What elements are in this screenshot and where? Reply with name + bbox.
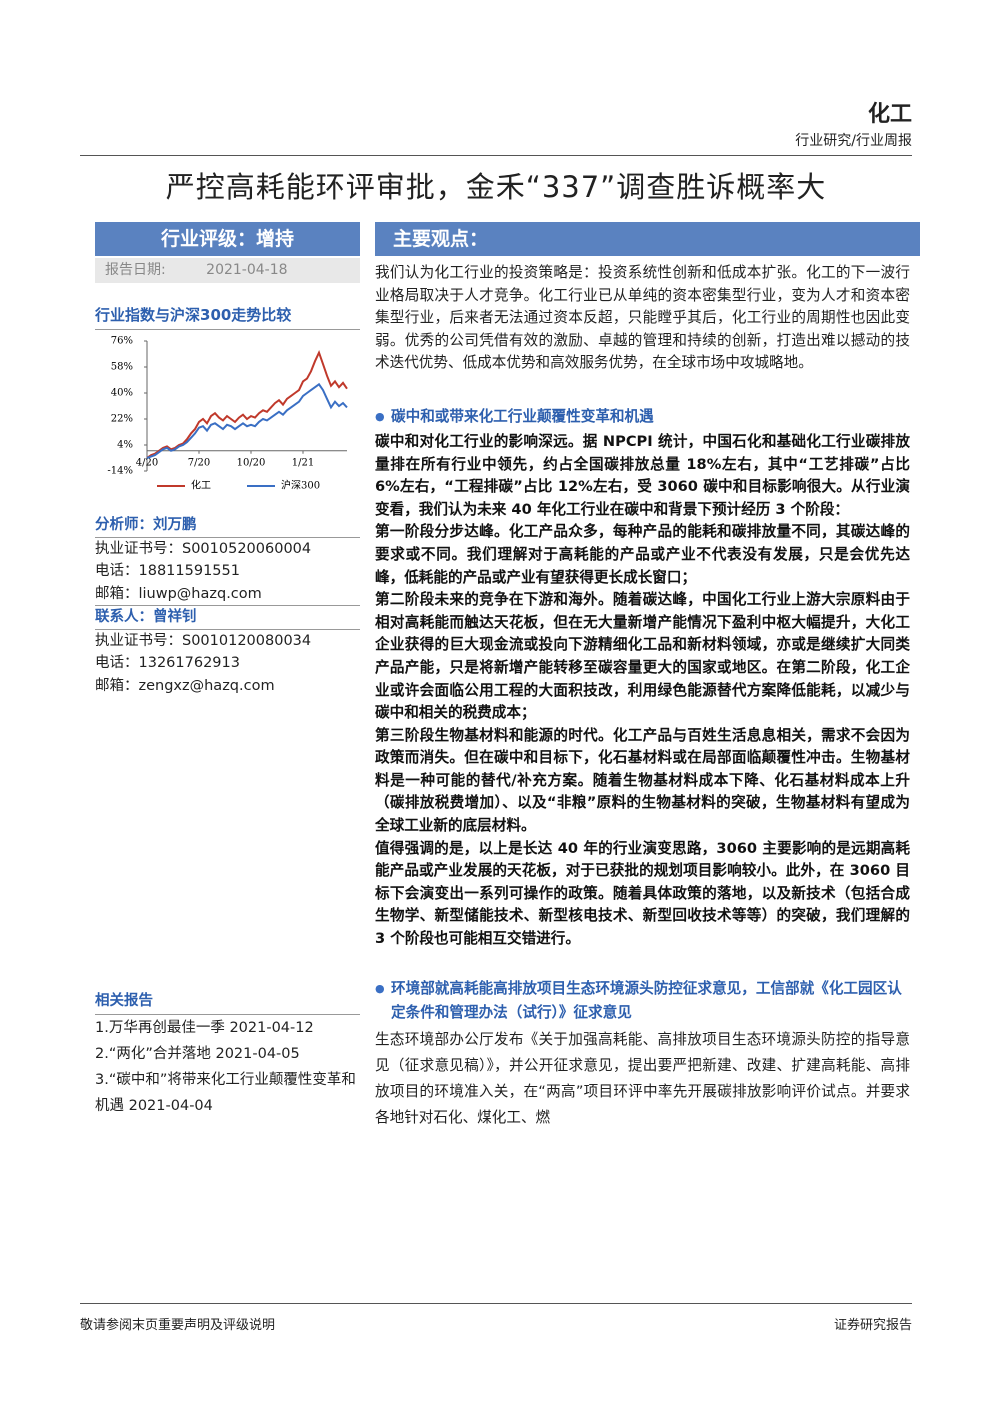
footer-left: 敬请参阅末页重要声明及评级说明 xyxy=(80,1318,276,1333)
analysts: 分析师：刘万鹏 执业证书号：S0010520060004 电话：18811591… xyxy=(95,514,360,697)
x-tick-label: 4/20 xyxy=(136,457,158,468)
field-value: liuwp@hazq.com xyxy=(138,585,262,602)
date-label: 报告日期: xyxy=(105,262,166,278)
main-heading: 主要观点： xyxy=(375,222,920,256)
analyst-name: 刘万鹏 xyxy=(153,517,197,533)
field-value: S0010520060004 xyxy=(182,540,312,557)
y-tick-label: 4% xyxy=(117,440,133,451)
field-label: 邮箱： xyxy=(95,585,139,602)
legend-label: 化工 xyxy=(191,479,211,492)
date-row: 报告日期: 2021-04-18 xyxy=(95,258,360,283)
field: 邮箱：zengxz@hazq.com xyxy=(95,675,360,698)
y-tick-label: -14% xyxy=(107,466,133,477)
field-value: 13261762913 xyxy=(138,655,240,671)
x-tick-label: 10/20 xyxy=(237,457,266,468)
main: 我们认为化工行业的投资策略是：投资系统性创新和低成本扩张。化工的下一波行业格局取… xyxy=(375,262,910,1131)
field: 电话：13261762913 xyxy=(95,652,360,675)
field-value: zengxz@hazq.com xyxy=(138,677,275,694)
field: 执业证书号：S0010520060004 xyxy=(95,538,360,561)
paragraph: 生态环境部办公厅发布《关于加强高耗能、高排放项目生态环境源头防控的指导意见（征求… xyxy=(375,1030,910,1126)
field-value: S0010120080034 xyxy=(182,632,312,649)
related-title: 相关报告 xyxy=(95,988,360,1015)
y-tick-label: 22% xyxy=(111,414,133,425)
field-label: 邮箱： xyxy=(95,677,139,694)
related-item: 1.万华再创最佳一季 2021-04-12 xyxy=(95,1020,314,1036)
paragraph: 值得强调的是，以上是长达 40 年的行业演变思路，3060 主要影响的是远期高耗… xyxy=(375,839,910,948)
x-tick-label: 1/21 xyxy=(292,457,314,468)
y-tick-label: 76% xyxy=(111,336,133,347)
field: 执业证书号：S0010120080034 xyxy=(95,630,360,653)
analyst-name: 曾祥钊 xyxy=(153,609,197,625)
date: 2021-04-18 xyxy=(206,262,288,278)
field-label: 电话： xyxy=(95,655,139,671)
x-tick-label: 7/20 xyxy=(188,457,210,468)
line xyxy=(146,349,348,459)
related-item: 3.“碳中和”将带来化工行业颠覆性变革和机遇 2021-04-04 xyxy=(95,1072,356,1114)
intro: 我们认为化工行业的投资策略是：投资系统性创新和低成本扩张。化工的下一波行业格局取… xyxy=(375,264,910,372)
paragraph: 碳中和对化工行业的影响深远。据 NPCPI 统计，中国石化和基础化工行业碳排放量… xyxy=(375,432,910,518)
category: 行业研究/行业周报 xyxy=(795,133,912,149)
field-label: 电话： xyxy=(95,563,139,579)
section-heading: 碳中和或带来化工行业颠覆性变革和机遇 xyxy=(375,405,910,429)
section-heading: 环境部就高耗能高排放项目生态环境源头防控征求意见，工信部就《化工园区认定条件和管… xyxy=(375,977,910,1025)
role: 分析师： xyxy=(95,517,153,533)
legend-label: 沪深300 xyxy=(281,479,320,492)
rating: 行业评级：增持 xyxy=(95,222,360,256)
sector: 化工 xyxy=(867,102,912,127)
field-label: 执业证书号： xyxy=(95,632,182,649)
role: 联系人： xyxy=(95,609,153,625)
chart-title: 行业指数与沪深300走势比较 xyxy=(95,304,360,330)
related: 相关报告 1.万华再创最佳一季 2021-04-12 2.“两化”合并落地 20… xyxy=(95,988,360,1119)
rule xyxy=(80,1303,912,1304)
analyst-head: 联系人：曾祥钊 xyxy=(95,606,360,630)
title: 严控高耗能环评审批，金禾“337”调查胜诉概率大 xyxy=(165,170,827,204)
paragraph: 第一阶段分步达峰。化工产品众多，每种产品的能耗和碳排放量不同，其碳达峰的要求或不… xyxy=(375,523,910,586)
y-tick-label: 40% xyxy=(111,388,133,399)
field: 电话：18811591551 xyxy=(95,560,360,583)
analyst-head: 分析师：刘万鹏 xyxy=(95,514,360,538)
y-tick-label: 58% xyxy=(111,362,133,373)
related-item: 2.“两化”合并落地 2021-04-05 xyxy=(95,1046,300,1062)
line xyxy=(146,382,348,459)
field: 邮箱：liuwp@hazq.com xyxy=(95,583,360,606)
chart: -14% 4% 22% 40% 58% 76% 4/20 7/20 10/20 1/21 化工 沪深3… xyxy=(107,336,348,492)
field-label: 执业证书号： xyxy=(95,540,182,557)
paragraph: 第二阶段未来的竞争在下游和海外。随着碳达峰，中国化工行业上游大宗原料由于相对高耗… xyxy=(375,591,910,722)
rule xyxy=(80,155,912,156)
footer-right: 证券研究报告 xyxy=(833,1318,912,1333)
paragraph: 第三阶段生物基材料和能源的时代。化工产品与百姓生活息息相关，需求不会因为政策而消… xyxy=(375,726,910,835)
field-value: 18811591551 xyxy=(138,563,240,579)
